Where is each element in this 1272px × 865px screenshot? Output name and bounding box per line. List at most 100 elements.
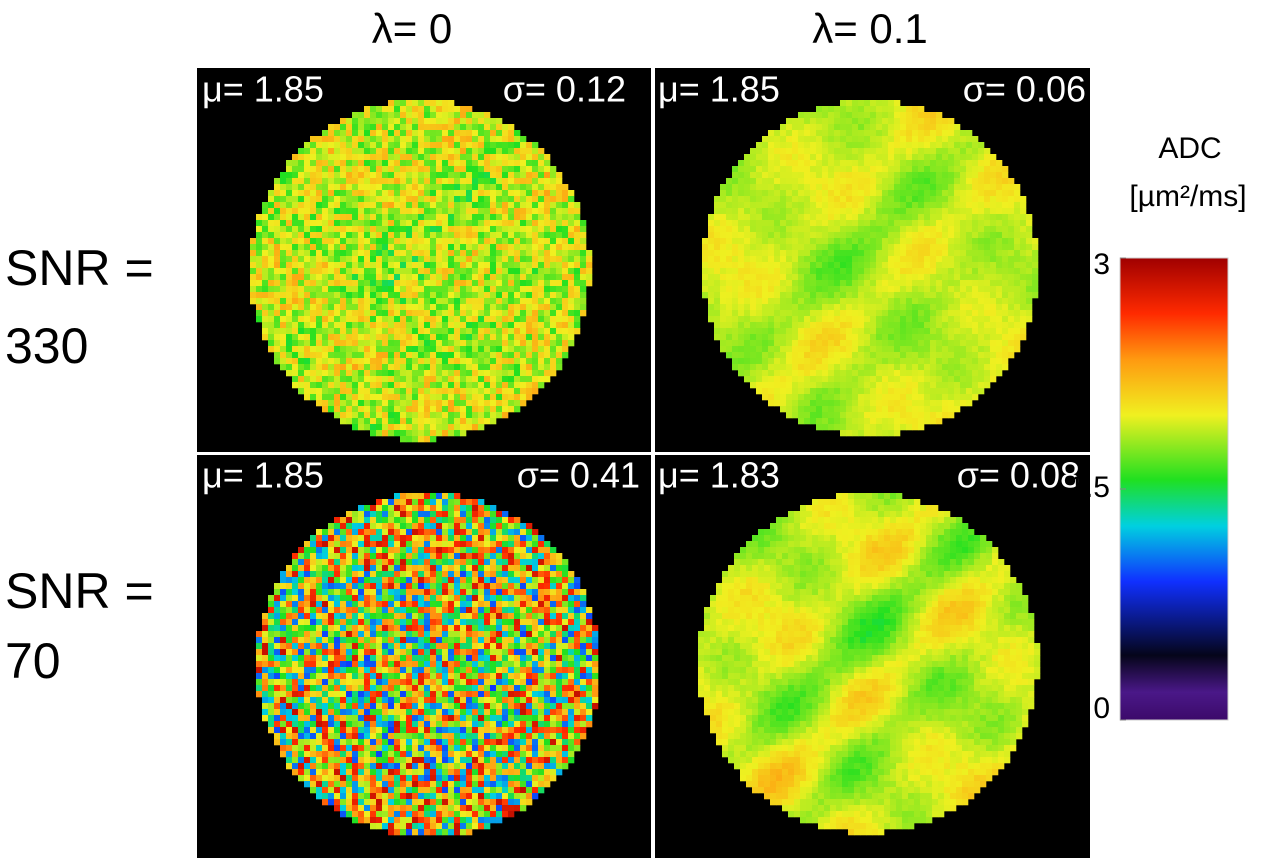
pixel — [906, 238, 913, 245]
pixel — [292, 382, 299, 389]
pixel — [454, 184, 461, 191]
pixel — [484, 220, 491, 227]
pixel — [298, 364, 305, 371]
pixel — [400, 286, 407, 293]
pixel — [532, 274, 539, 281]
pixel — [900, 160, 907, 167]
pixel — [870, 256, 877, 263]
pixel — [978, 358, 985, 365]
pixel — [490, 388, 497, 395]
pixel — [888, 322, 895, 329]
pixel — [526, 208, 533, 215]
pixel — [708, 220, 715, 227]
pixel — [352, 118, 359, 125]
pixel — [424, 412, 431, 419]
pixel — [870, 178, 877, 185]
pixel — [400, 208, 407, 215]
pixel — [750, 256, 757, 263]
pixel — [460, 268, 467, 275]
pixel — [292, 220, 299, 227]
pixel — [888, 328, 895, 335]
pixel — [906, 250, 913, 257]
pixel — [394, 400, 401, 407]
pixel — [370, 382, 377, 389]
pixel — [280, 238, 287, 245]
pixel — [394, 346, 401, 353]
pixel — [912, 112, 919, 119]
pixel — [556, 316, 563, 323]
pixel — [376, 226, 383, 233]
pixel — [792, 202, 799, 209]
pixel — [352, 274, 359, 281]
pixel — [960, 256, 967, 263]
pixel — [328, 286, 335, 293]
pixel — [840, 256, 847, 263]
pixel — [762, 226, 769, 233]
pixel — [520, 136, 527, 143]
pixel — [810, 136, 817, 143]
pixel — [798, 418, 805, 425]
pixel — [858, 160, 865, 167]
pixel — [574, 214, 581, 221]
pixel — [882, 130, 889, 137]
pixel — [478, 304, 485, 311]
pixel — [936, 178, 943, 185]
pixel — [454, 172, 461, 179]
pixel — [762, 286, 769, 293]
pixel — [382, 364, 389, 371]
pixel — [822, 160, 829, 167]
pixel — [400, 346, 407, 353]
pixel — [460, 400, 467, 407]
pixel — [508, 220, 515, 227]
pixel — [918, 130, 925, 137]
pixel — [768, 232, 775, 239]
pixel — [888, 148, 895, 155]
pixel — [732, 316, 739, 323]
pixel — [454, 166, 461, 173]
pixel — [720, 250, 727, 257]
pixel — [918, 328, 925, 335]
pixel — [280, 310, 287, 317]
pixel — [816, 292, 823, 299]
pixel — [858, 292, 865, 299]
pixel — [334, 214, 341, 221]
pixel — [484, 184, 491, 191]
pixel — [424, 268, 431, 275]
pixel — [726, 352, 733, 359]
pixel — [562, 226, 569, 233]
pixel — [828, 328, 835, 335]
pixel — [954, 358, 961, 365]
pixel — [834, 226, 841, 233]
pixel — [900, 226, 907, 233]
pixel — [418, 256, 425, 263]
pixel — [984, 220, 991, 227]
pixel — [774, 130, 781, 137]
pixel — [828, 142, 835, 149]
pixel — [756, 154, 763, 161]
pixel — [762, 238, 769, 245]
pixel — [508, 286, 515, 293]
pixel — [876, 130, 883, 137]
pixel — [846, 340, 853, 347]
pixel — [442, 244, 449, 251]
pixel — [370, 256, 377, 263]
pixel — [448, 130, 455, 137]
pixel — [268, 316, 275, 323]
pixel — [792, 304, 799, 311]
pixel — [418, 340, 425, 347]
pixel — [960, 400, 967, 407]
pixel — [804, 256, 811, 263]
pixel — [882, 292, 889, 299]
pixel — [514, 148, 521, 155]
pixel — [532, 280, 539, 287]
pixel — [834, 334, 841, 341]
pixel — [490, 166, 497, 173]
pixel — [412, 364, 419, 371]
pixel — [888, 424, 895, 431]
pixel — [1008, 316, 1015, 323]
pixel — [472, 178, 479, 185]
pixel — [834, 166, 841, 173]
pixel — [948, 220, 955, 227]
pixel — [490, 286, 497, 293]
pixel — [448, 340, 455, 347]
